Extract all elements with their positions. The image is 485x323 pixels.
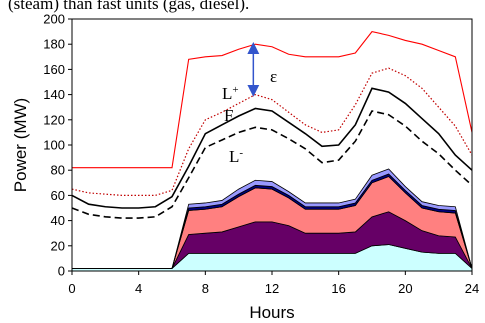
line-3: [71, 110, 473, 219]
annotation-label: L+: [222, 84, 239, 103]
x-tick-label: 12: [265, 281, 279, 296]
x-tick-label: 16: [331, 281, 345, 296]
curve-lines: [71, 30, 473, 219]
line-1: [71, 67, 473, 196]
x-tick-label: 0: [68, 281, 75, 296]
y-tick-label: 80: [51, 163, 65, 178]
stacked-areas: [71, 168, 473, 272]
y-tick-label: 140: [43, 87, 65, 102]
y-tick-label: 0: [58, 264, 65, 279]
y-tick-label: 200: [43, 12, 65, 27]
y-tick-label: 100: [43, 138, 65, 153]
annotation-label: ε: [270, 67, 277, 86]
x-tick-label: 20: [398, 281, 412, 296]
caption-text: (steam) than fast units (gas, diesel).: [8, 0, 250, 13]
x-ticks: 0 4 8 12 16 20 24: [68, 271, 479, 296]
x-axis-label: Hours: [249, 303, 294, 322]
annotations: L+ F L-ε: [222, 67, 277, 166]
y-ticks: 0 20 40 60 80 100 120 140 160 180 200: [43, 12, 72, 279]
line-2: [71, 87, 473, 209]
annotation-label: L-: [229, 147, 243, 166]
y-tick-label: 120: [43, 112, 65, 127]
y-tick-label: 160: [43, 62, 65, 77]
line-0: [72, 30, 473, 169]
y-tick-label: 180: [43, 37, 65, 52]
y-tick-label: 60: [51, 188, 65, 203]
x-tick-label: 8: [202, 281, 209, 296]
y-tick-label: 20: [51, 238, 65, 253]
x-tick-label: 4: [135, 281, 142, 296]
x-tick-label: 24: [465, 281, 479, 296]
y-tick-label: 40: [51, 213, 65, 228]
y-axis-label: Power (MW): [11, 98, 30, 192]
annotation-label: F: [224, 106, 233, 125]
